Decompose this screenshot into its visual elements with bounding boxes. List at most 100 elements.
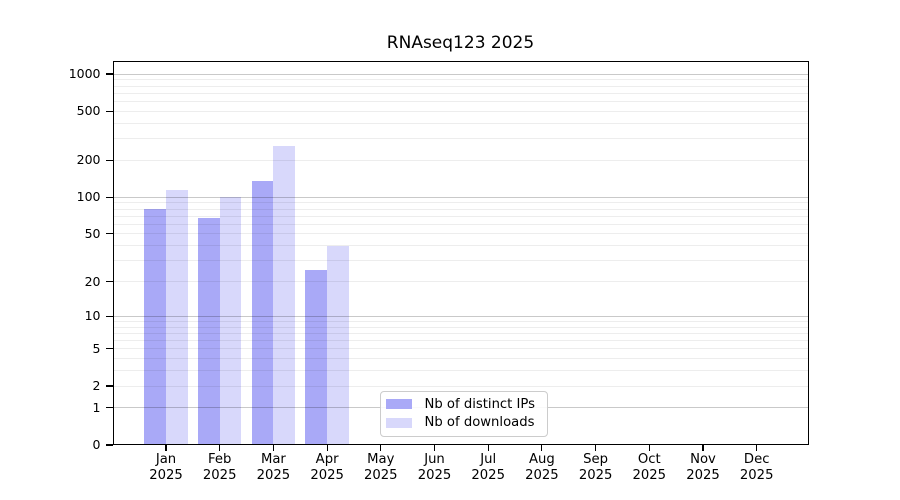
x-tick-label-may: May 2025: [351, 452, 411, 484]
month-label: Mar: [260, 452, 286, 467]
legend-label-downloads: Nb of downloads: [424, 415, 535, 431]
x-tick-label-dec: Dec 2025: [727, 452, 787, 484]
gridline-600: [112, 100, 809, 102]
year-label: 2025: [525, 468, 559, 483]
gridline-7: [112, 332, 809, 334]
x-tick-aug: [541, 445, 543, 451]
month-label: Nov: [690, 452, 716, 467]
y-tick-2: [105, 385, 113, 387]
y-tick-5: [105, 348, 113, 350]
month-label: Sep: [583, 452, 609, 467]
bar-mar-downloads: [273, 146, 296, 445]
month-label: Jul: [480, 452, 497, 467]
y-tick-label-2: 2: [92, 378, 101, 393]
legend: Nb of distinct IPs Nb of downloads: [379, 390, 548, 437]
y-tick-label-1: 1: [92, 399, 101, 415]
y-tick-20: [105, 280, 113, 283]
gridline-5: [112, 348, 809, 350]
y-tick-label-0: 0: [92, 437, 101, 452]
gridline-200: [112, 159, 809, 161]
y-tick-0: [105, 444, 113, 446]
x-tick-label-jun: Jun 2025: [405, 452, 465, 484]
legend-swatch-distinct-ips: [385, 399, 412, 410]
gridline-1000: [112, 73, 809, 75]
bar-jan-distinct-ips: [144, 209, 166, 445]
gridline-10: [112, 315, 809, 317]
year-label: 2025: [739, 468, 774, 483]
gridline-70: [112, 215, 809, 217]
chart-title: RNAseq123 2025: [386, 33, 535, 53]
bar-feb-distinct-ips: [197, 217, 220, 445]
bar-jan-downloads: [166, 189, 188, 445]
month-label: Apr: [315, 452, 339, 467]
y-tick-1: [105, 407, 113, 409]
y-tick-label-200: 200: [76, 152, 101, 168]
gridline-8: [112, 326, 809, 328]
x-tick-label-sep: Sep 2025: [566, 452, 626, 484]
bar-apr-downloads: [327, 245, 349, 445]
gridline-60: [112, 223, 809, 225]
x-tick-may: [380, 445, 382, 451]
legend-item-distinct-ips: Nb of distinct IPs: [385, 396, 541, 412]
y-tick-10: [105, 315, 113, 317]
year-label: 2025: [256, 468, 291, 483]
year-label: 2025: [578, 468, 613, 483]
legend-item-downloads: Nb of downloads: [385, 415, 541, 431]
x-tick-feb: [219, 445, 221, 451]
gridline-9: [112, 320, 809, 322]
gridline-2: [112, 385, 809, 387]
x-tick-jul: [487, 445, 489, 451]
y-tick-label-100: 100: [76, 189, 101, 205]
x-tick-mar: [272, 445, 274, 451]
y-tick-200: [105, 159, 113, 161]
y-tick-1000: [105, 73, 113, 75]
y-tick-50: [105, 233, 113, 235]
gridline-400: [112, 122, 809, 124]
month-label: Dec: [743, 452, 770, 467]
x-tick-jun: [433, 445, 436, 451]
year-label: 2025: [202, 468, 237, 483]
x-tick-dec: [756, 445, 758, 451]
x-tick-label-feb: Feb 2025: [190, 452, 250, 484]
year-label: 2025: [686, 468, 720, 483]
y-tick-label-5: 5: [92, 340, 101, 356]
x-tick-label-oct: Oct 2025: [619, 452, 679, 484]
gridline-500: [112, 110, 809, 112]
gridline-700: [112, 92, 809, 94]
x-tick-label-jul: Jul 2025: [458, 452, 518, 484]
month-label: Jun: [424, 452, 445, 467]
x-tick-label-apr: Apr 2025: [297, 452, 357, 484]
year-label: 2025: [417, 468, 452, 483]
x-tick-apr: [326, 445, 328, 451]
year-label: 2025: [471, 468, 505, 483]
x-tick-label-mar: Mar 2025: [243, 452, 303, 484]
bar-mar-distinct-ips: [251, 181, 274, 445]
y-tick-label-500: 500: [76, 103, 101, 119]
gridline-3: [112, 370, 809, 372]
gridline-80: [112, 208, 809, 210]
y-tick-label-50: 50: [84, 225, 101, 241]
year-label: 2025: [310, 468, 344, 483]
month-label: Aug: [529, 452, 555, 467]
year-label: 2025: [149, 468, 183, 483]
gridline-30: [112, 260, 809, 262]
year-label: 2025: [364, 468, 398, 483]
gridline-100: [112, 196, 809, 198]
gridline-300: [112, 138, 809, 139]
x-tick-label-nov: Nov 2025: [673, 452, 733, 484]
gridline-4: [112, 358, 809, 360]
bar-apr-distinct-ips: [305, 270, 328, 445]
x-tick-label-aug: Aug 2025: [512, 452, 572, 484]
gridline-800: [112, 85, 809, 87]
x-tick-sep: [595, 445, 597, 451]
x-tick-jan: [165, 445, 167, 451]
legend-label-distinct-ips: Nb of distinct IPs: [424, 396, 536, 412]
y-tick-label-10: 10: [84, 308, 101, 324]
y-tick-500: [105, 110, 113, 112]
x-tick-oct: [648, 445, 650, 451]
x-tick-label-jan: Jan 2025: [136, 452, 196, 484]
gridline-40: [112, 245, 809, 247]
legend-swatch-downloads: [385, 417, 412, 428]
gridline-50: [112, 233, 809, 235]
